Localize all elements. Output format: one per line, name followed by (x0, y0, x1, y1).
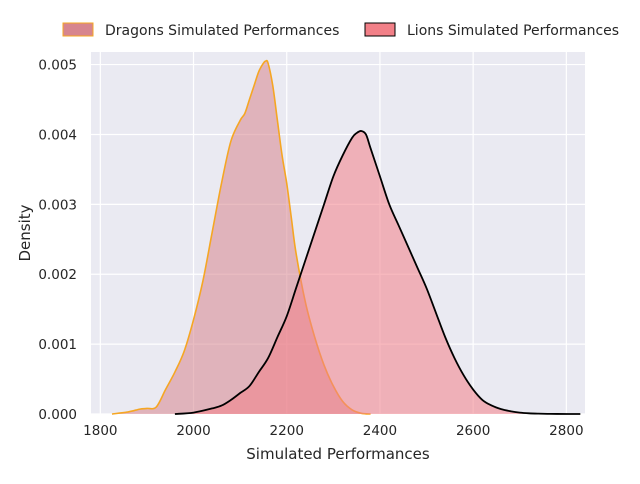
legend-swatch-lions (364, 22, 396, 37)
y-tick-label: 0.000 (38, 407, 77, 423)
x-tick-label: 2400 (363, 423, 397, 439)
x-axis-label: Simulated Performances (246, 445, 430, 463)
y-tick-label: 0.002 (38, 267, 77, 283)
x-tick-label: 1800 (83, 423, 117, 439)
y-tick-label: 0.001 (38, 337, 77, 353)
legend-label-dragons: Dragons Simulated Performances (105, 23, 339, 39)
series-line-lions (174, 130, 581, 415)
x-tick-label: 2800 (549, 423, 583, 439)
series-layer (111, 59, 581, 415)
y-axis-label: Density (16, 204, 34, 261)
series-area-lions (174, 130, 581, 415)
legend-swatch-dragons (62, 22, 94, 37)
x-tick-label: 2200 (270, 423, 304, 439)
x-tick-label: 2000 (176, 423, 210, 439)
x-tick-label: 2600 (456, 423, 490, 439)
legend: Dragons Simulated Performances Lions Sim… (62, 22, 619, 39)
y-axis-ticks: 0.000 0.001 0.002 0.003 0.004 0.005 (38, 58, 77, 423)
legend-label-lions: Lions Simulated Performances (407, 23, 619, 39)
y-tick-label: 0.003 (38, 197, 77, 213)
y-tick-label: 0.005 (38, 58, 77, 74)
x-axis-ticks: 1800 2000 2200 2400 2600 2800 (83, 423, 583, 439)
y-tick-label: 0.004 (38, 127, 77, 143)
